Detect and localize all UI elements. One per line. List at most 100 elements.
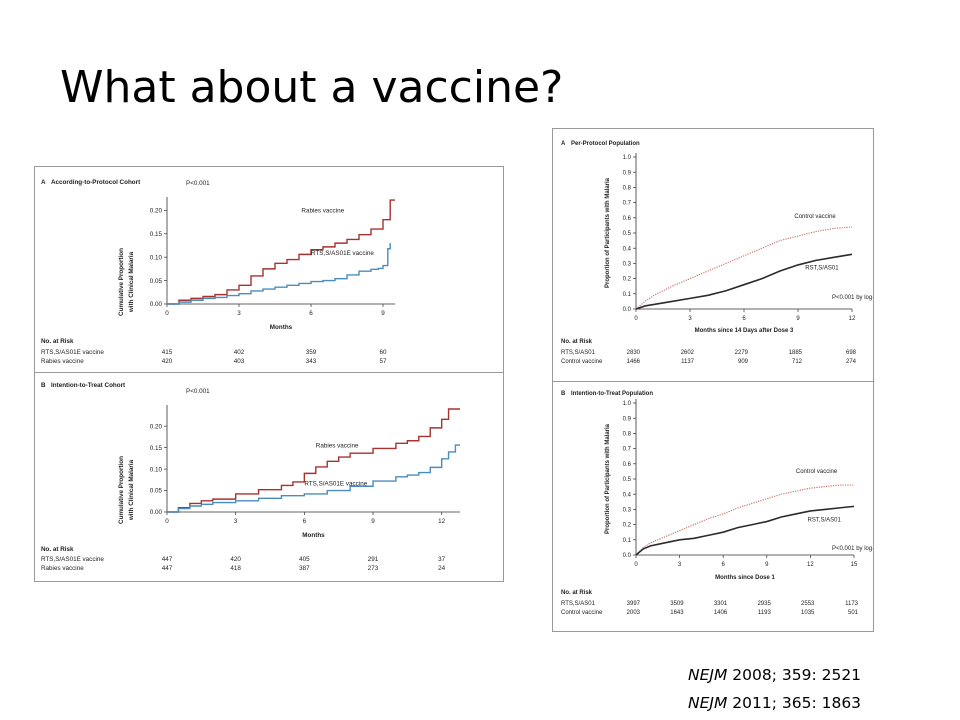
- series-label: RST,S/AS01: [805, 265, 839, 271]
- right-figure: A Per-Protocol Population 0.0 0.1 0.2 0.3 0.4 0…: [552, 128, 874, 632]
- series-line: [167, 444, 460, 513]
- x-tick-label: 9: [381, 310, 385, 317]
- y-tick-label: 0.20: [150, 423, 163, 430]
- y-axis-label: with Clinical Malaria: [128, 459, 135, 521]
- x-tick-label: 9: [796, 316, 800, 322]
- left-figure-svg: A According-to-Protocol Cohort 0.00 0.05 0.1…: [41, 179, 460, 572]
- at-risk-value: 57: [379, 358, 387, 365]
- at-risk-row-label: RTS,S/AS01: [561, 601, 596, 607]
- x-tick-label: 0: [634, 316, 638, 322]
- series-line: [167, 199, 395, 305]
- y-tick-label: 0.2: [623, 277, 632, 283]
- at-risk-row-label: Control vaccine: [561, 610, 603, 616]
- citation-journal: NEJM: [688, 694, 728, 712]
- at-risk-value: 2553: [801, 601, 815, 607]
- x-tick-label: 12: [849, 316, 856, 322]
- x-tick-label: 9: [371, 518, 375, 525]
- citations: NEJM 2008; 359: 2521 NEJM 2011; 365: 186…: [688, 661, 908, 717]
- at-risk-value: 359: [306, 349, 317, 356]
- y-tick-label: 0.05: [150, 278, 163, 285]
- at-risk-value: 1193: [758, 610, 772, 616]
- y-tick-label: 0.3: [623, 508, 632, 514]
- at-risk-value: 37: [438, 556, 446, 563]
- at-risk-value: 2003: [627, 610, 641, 616]
- y-tick-label: 1.0: [623, 155, 632, 161]
- p-value-annotation: P<0.001: [186, 388, 210, 395]
- y-tick-label: 0.5: [623, 231, 632, 237]
- at-risk-value: 3997: [627, 601, 641, 607]
- y-tick-label: 0.9: [623, 170, 632, 176]
- at-risk-value: 273: [368, 565, 379, 572]
- at-risk-value: 420: [162, 358, 173, 365]
- at-risk-value: 2830: [627, 350, 641, 356]
- series-line: [167, 408, 460, 513]
- y-tick-label: 0.9: [623, 416, 632, 422]
- x-axis-label: Months: [270, 324, 293, 331]
- at-risk-value: 1137: [681, 359, 695, 365]
- series-label: Control vaccine: [794, 214, 836, 220]
- panel-title: Intention-to-Treat Population: [571, 391, 653, 397]
- citation-2: NEJM 2011; 365: 1863: [688, 689, 908, 717]
- x-tick-label: 12: [438, 518, 446, 525]
- y-tick-label: 0.4: [623, 492, 632, 498]
- citation-detail: 2008; 359: 2521: [727, 666, 862, 684]
- at-risk-value: 447: [162, 556, 173, 563]
- x-tick-label: 0: [165, 310, 169, 317]
- at-risk-row-label: RTS,S/AS01E vaccine: [41, 349, 104, 356]
- p-value-annotation: P<0.001: [186, 180, 210, 187]
- at-risk-value: 1035: [801, 610, 815, 616]
- at-risk-value: 24: [438, 565, 446, 572]
- x-tick-label: 3: [678, 562, 682, 568]
- y-tick-label: 0.10: [150, 466, 163, 473]
- at-risk-row-label: Rabies vaccine: [41, 565, 84, 572]
- at-risk-header: No. at Risk: [41, 338, 74, 345]
- at-risk-value: 3509: [670, 601, 684, 607]
- y-tick-label: 0.8: [623, 186, 632, 192]
- at-risk-value: 2279: [735, 350, 749, 356]
- at-risk-value: 3301: [714, 601, 728, 607]
- y-tick-label: 0.20: [150, 208, 163, 215]
- panel-divider: [553, 381, 873, 382]
- x-axis-label: Months since 14 Days after Dose 3: [695, 328, 794, 334]
- at-risk-value: 2602: [681, 350, 695, 356]
- x-tick-label: 6: [309, 310, 313, 317]
- series-line: [635, 253, 853, 310]
- at-risk-value: 403: [234, 358, 245, 365]
- at-risk-value: 274: [846, 359, 857, 365]
- at-risk-header: No. at Risk: [41, 546, 74, 553]
- at-risk-row-label: RTS,S/AS01E vaccine: [41, 556, 104, 563]
- at-risk-row-label: Control vaccine: [561, 359, 603, 365]
- series-line: [635, 226, 853, 310]
- at-risk-value: 402: [234, 349, 245, 356]
- panel-label: B: [41, 382, 46, 389]
- at-risk-value: 698: [846, 350, 857, 356]
- series-label: Rabies vaccine: [301, 208, 344, 215]
- at-risk-row-label: Rabies vaccine: [41, 358, 84, 365]
- at-risk-value: 1466: [627, 359, 641, 365]
- y-axis-label: with Clinical Malaria: [128, 251, 135, 313]
- y-axis-label: Cumulative Proportion: [118, 248, 125, 316]
- series-line: [167, 243, 391, 305]
- p-value-annotation: P<0.001 by log-rank test: [832, 546, 873, 552]
- citation-journal: NEJM: [688, 666, 728, 684]
- at-risk-value: 1173: [845, 601, 859, 607]
- at-risk-value: 447: [162, 565, 173, 572]
- y-tick-label: 0.0: [623, 553, 632, 559]
- y-tick-label: 0.6: [623, 216, 632, 222]
- at-risk-value: 712: [792, 359, 803, 365]
- y-tick-label: 1.0: [623, 401, 632, 407]
- y-tick-label: 0.0: [623, 307, 632, 313]
- at-risk-value: 1643: [670, 610, 684, 616]
- at-risk-value: 501: [848, 610, 859, 616]
- y-tick-label: 0.7: [623, 447, 632, 453]
- series-label: RTS,S/AS01E vaccine: [304, 480, 367, 487]
- panel-label: A: [561, 141, 566, 147]
- y-tick-label: 0.2: [623, 523, 632, 529]
- series-label: Control vaccine: [796, 469, 838, 475]
- panel-label: A: [41, 179, 46, 186]
- at-risk-value: 418: [230, 565, 241, 572]
- y-tick-label: 0.10: [150, 254, 163, 261]
- y-tick-label: 0.05: [150, 488, 163, 495]
- x-tick-label: 3: [688, 316, 692, 322]
- y-tick-label: 0.6: [623, 462, 632, 468]
